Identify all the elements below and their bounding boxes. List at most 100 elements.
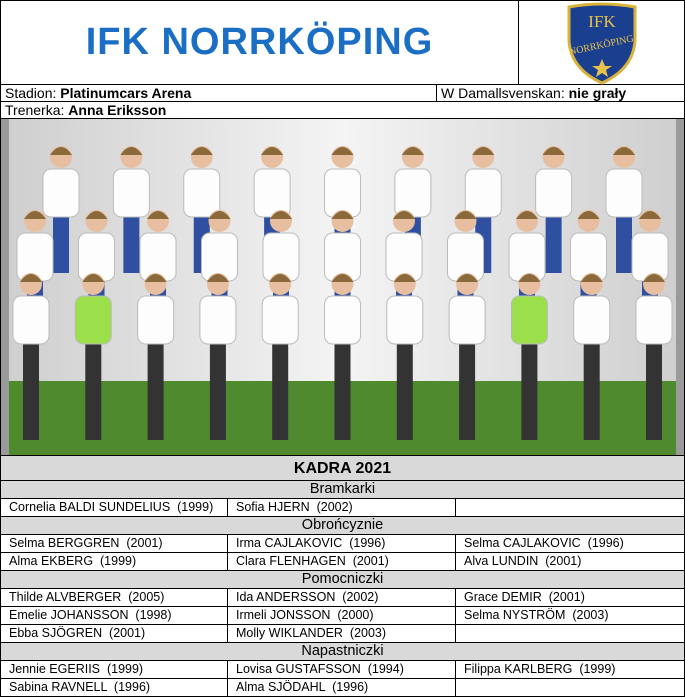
figure-part [646, 340, 662, 440]
player: Lovisa GUSTAFSSON (1994) [228, 661, 456, 679]
figure-part [183, 168, 221, 218]
figure-part [112, 168, 150, 218]
figure-part [396, 340, 413, 440]
section-header: Obrońcyznie [0, 517, 685, 535]
section-header: Napastniczki [0, 643, 685, 661]
figure-part [253, 168, 291, 218]
player: Sabina RAVNELL (1996) [0, 679, 228, 697]
empty-cell [456, 625, 685, 643]
figure-part [454, 211, 477, 219]
logo: IFK NORRKÖPING [519, 0, 685, 85]
player: Grace DEMIR (2001) [456, 589, 685, 607]
section-header: Bramkarki [0, 481, 685, 499]
figure-part [577, 211, 600, 219]
player: Sofia HJERN (2002) [228, 499, 456, 517]
figure-part [635, 295, 673, 345]
figure-part [456, 274, 479, 282]
value: Anna Eriksson [68, 102, 167, 118]
figure-part [272, 340, 289, 440]
figure-part [53, 213, 69, 273]
figure-part [12, 295, 50, 345]
empty-cell [456, 679, 685, 697]
figure-part [521, 340, 538, 440]
figure-part [393, 211, 415, 219]
figure-part [472, 147, 495, 155]
figure-part [613, 147, 635, 155]
figure-part [643, 274, 665, 282]
value: Platinumcars Arena [60, 85, 192, 101]
figure-part [334, 340, 351, 440]
empty-cell [456, 499, 685, 517]
figure-part [147, 211, 169, 219]
player: Clara FLENHAGEN (2001) [228, 553, 456, 571]
figure-part [123, 213, 140, 273]
title: IFK NORRKÖPING [0, 0, 519, 85]
player: Emelie JOHANSSON (1998) [0, 607, 228, 625]
player: Filippa KARLBERG (1999) [456, 661, 685, 679]
figure-part [20, 274, 42, 282]
player: Alma EKBERG (1999) [0, 553, 228, 571]
player: Irmeli JONSSON (2000) [228, 607, 456, 625]
figure-part [190, 147, 213, 155]
logo-star [592, 59, 612, 77]
label: Stadion: [5, 85, 57, 101]
photo-svg [9, 119, 676, 455]
figure-part [331, 274, 354, 282]
player: Selma CAJLAKOVIC (1996) [456, 535, 685, 553]
figure-part [542, 147, 565, 155]
player: Cornelia BALDI SUNDELIUS (1999) [0, 499, 228, 517]
section-header: Pomocniczki [0, 571, 685, 589]
figure-part [42, 168, 80, 218]
logo-text: IFK [588, 12, 616, 31]
league-row: W Damallsvenskan: nie grały [437, 85, 685, 102]
player: Ida ANDERSSON (2002) [228, 589, 456, 607]
figure-part [331, 211, 354, 219]
value: nie grały [568, 85, 627, 101]
logo-svg: IFK NORRKÖPING [567, 2, 637, 85]
figure-part [639, 211, 661, 219]
figure-part [199, 295, 237, 345]
figure-part [324, 168, 361, 218]
player: Thilde ALVBERGER (2005) [0, 589, 228, 607]
label: W Damallsvenskan: [441, 85, 565, 101]
figure-part [208, 211, 231, 219]
figure-part [120, 147, 143, 155]
stadium-row: Stadion: Platinumcars Arena [0, 85, 437, 102]
figure-part [459, 340, 476, 440]
squad-title: KADRA 2021 [0, 455, 685, 481]
figure-part [206, 274, 229, 282]
figure-part [394, 168, 432, 218]
figure-part [137, 295, 175, 345]
player: Irma CAJLAKOVIC (1996) [228, 535, 456, 553]
figure-part [393, 274, 416, 282]
figure-part [464, 168, 502, 218]
figure-part [261, 295, 299, 345]
figure-part [580, 274, 603, 282]
player: Alma SJÖDAHL (1996) [228, 679, 456, 697]
player: Ebba SJÖGREN (2001) [0, 625, 228, 643]
shield [567, 2, 637, 85]
figure-part [545, 213, 562, 273]
figure-part [448, 295, 486, 345]
figure-part [144, 274, 167, 282]
coach-row: Trenerka: Anna Eriksson [0, 102, 685, 119]
figure-part [209, 340, 226, 440]
figure-part [386, 295, 424, 345]
figure-part [23, 340, 39, 440]
figure-part [583, 340, 600, 440]
label: Trenerka: [5, 102, 65, 118]
figure-part [85, 340, 102, 440]
figure-part [616, 213, 632, 273]
figure-part [510, 295, 548, 345]
figure-part [261, 147, 284, 155]
figure-part [24, 211, 46, 219]
figure-part [605, 168, 643, 218]
figure-part [269, 274, 292, 282]
figure-part [147, 340, 164, 440]
figure-part [573, 295, 611, 345]
figure-part [331, 147, 354, 155]
figure-part [270, 211, 292, 219]
player: Selma BERGGREN (2001) [0, 535, 228, 553]
figure-part [82, 274, 105, 282]
